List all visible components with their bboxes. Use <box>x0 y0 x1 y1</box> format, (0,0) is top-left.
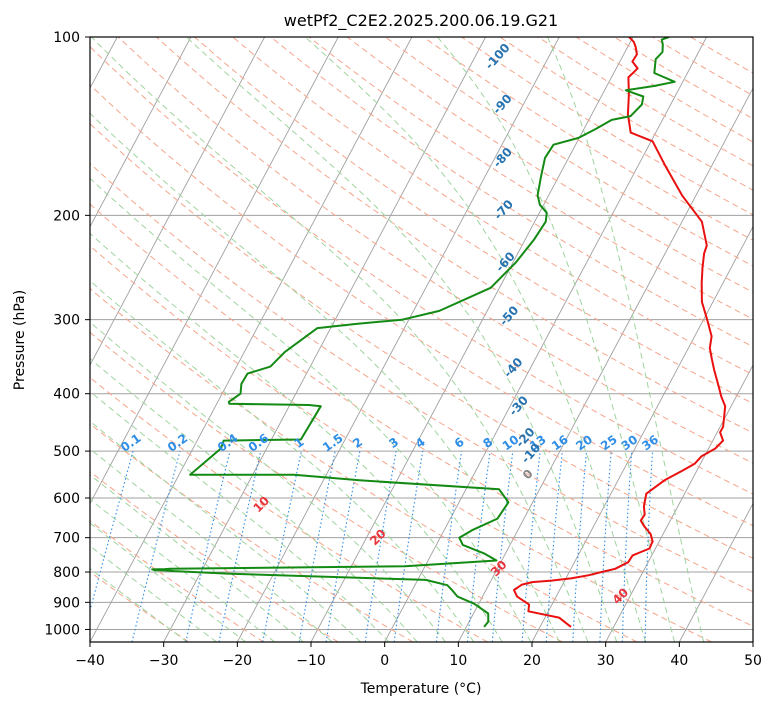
dry-adiabat-line <box>90 287 638 642</box>
temperature-profile <box>513 37 727 628</box>
dry-adiabat-line <box>117 37 753 464</box>
moist-adiabat-line <box>90 448 333 642</box>
y-tick-label: 500 <box>53 444 80 460</box>
x-tick-label: 50 <box>744 653 762 669</box>
x-tick-label: −20 <box>223 653 253 669</box>
x-tick-label: 20 <box>523 653 541 669</box>
dry-adiabat-line <box>90 203 753 627</box>
data-lines <box>151 37 727 628</box>
mixing-ratio-line <box>90 450 134 613</box>
isotherm-line <box>678 502 753 642</box>
x-axis-label: Temperature (°C) <box>360 681 482 697</box>
x-tick-label: 10 <box>449 653 467 669</box>
moist-adiabat-line <box>547 37 705 642</box>
axes: −40 −30 −20 −10 0 10 20 30 40 50 100 200 300 400 500 60… <box>44 30 762 669</box>
x-tick-label: −10 <box>296 653 326 669</box>
mixing-ratio-line <box>131 450 181 642</box>
dry-adiabat-line <box>90 46 753 495</box>
y-tick-label: 900 <box>53 595 80 611</box>
chart-title: wetPf2_C2E2.2025.200.06.19.G21 <box>284 11 558 31</box>
isotherm-line <box>531 225 753 642</box>
background-lines <box>90 37 753 642</box>
moist-adiabat-line <box>90 280 475 642</box>
mixing-ratio-line <box>545 451 563 642</box>
x-tick-label: −40 <box>75 653 105 669</box>
moist-adiabat-line <box>437 37 676 642</box>
y-tick-label: 1000 <box>44 622 80 638</box>
mixing-ratio-line <box>364 451 397 642</box>
dry-adiabat-line <box>308 37 753 320</box>
plot-frame <box>89 36 754 643</box>
moist-adiabat-line <box>91 37 589 642</box>
y-axis-label: Pressure (hPa) <box>12 290 28 390</box>
moist-adiabat-line <box>90 474 304 642</box>
y-tick-label: 800 <box>53 565 80 581</box>
dry-adiabat-line <box>90 331 563 642</box>
isotherm-line <box>384 37 707 642</box>
moist-adiabat-line <box>90 232 503 642</box>
isotherm-line <box>90 37 192 228</box>
moist-adiabat-line <box>304 37 647 642</box>
mixing-ratio-line <box>466 451 491 642</box>
moist-adiabat-line <box>90 420 361 642</box>
dry-adiabat-line <box>270 37 753 348</box>
dry-adiabat-line <box>90 84 753 527</box>
mixing-ratio-line <box>218 450 262 642</box>
y-tick-label: 200 <box>53 208 80 224</box>
dry-adiabat-line <box>90 376 488 642</box>
y-tick-label: 100 <box>53 30 80 46</box>
dry-adiabat-line <box>232 37 753 376</box>
mixing-ratio-line <box>521 451 541 642</box>
x-tick-label: 40 <box>670 653 688 669</box>
isotherm-line <box>90 37 339 505</box>
y-tick-label: 600 <box>53 491 80 507</box>
mixing-ratio-line <box>185 450 231 642</box>
isotherm-line <box>163 37 486 642</box>
y-tick-label: 700 <box>53 531 80 547</box>
y-tick-label: 300 <box>53 313 80 329</box>
isotherm-line <box>605 364 753 642</box>
dry-adiabat-line <box>90 571 190 642</box>
moist-adiabat-line <box>90 567 188 642</box>
moist-adiabat-line <box>186 37 618 642</box>
mixing-ratio-line <box>393 451 424 642</box>
isotherm-line <box>457 87 753 642</box>
isotherm-line <box>236 37 560 642</box>
isotherm-line <box>90 37 265 367</box>
dewpoint-profile <box>151 37 676 628</box>
x-tick-label: 0 <box>380 653 389 669</box>
y-tick-label: 400 <box>53 387 80 403</box>
x-tick-label: −30 <box>149 653 179 669</box>
mixing-ratio-line <box>491 451 514 642</box>
moist-adiabat-line <box>90 321 446 642</box>
mixing-ratio-line <box>435 451 463 642</box>
x-tick-label: 30 <box>597 653 615 669</box>
dry-adiabat-line <box>90 245 712 642</box>
moist-adiabat-line <box>90 177 532 642</box>
